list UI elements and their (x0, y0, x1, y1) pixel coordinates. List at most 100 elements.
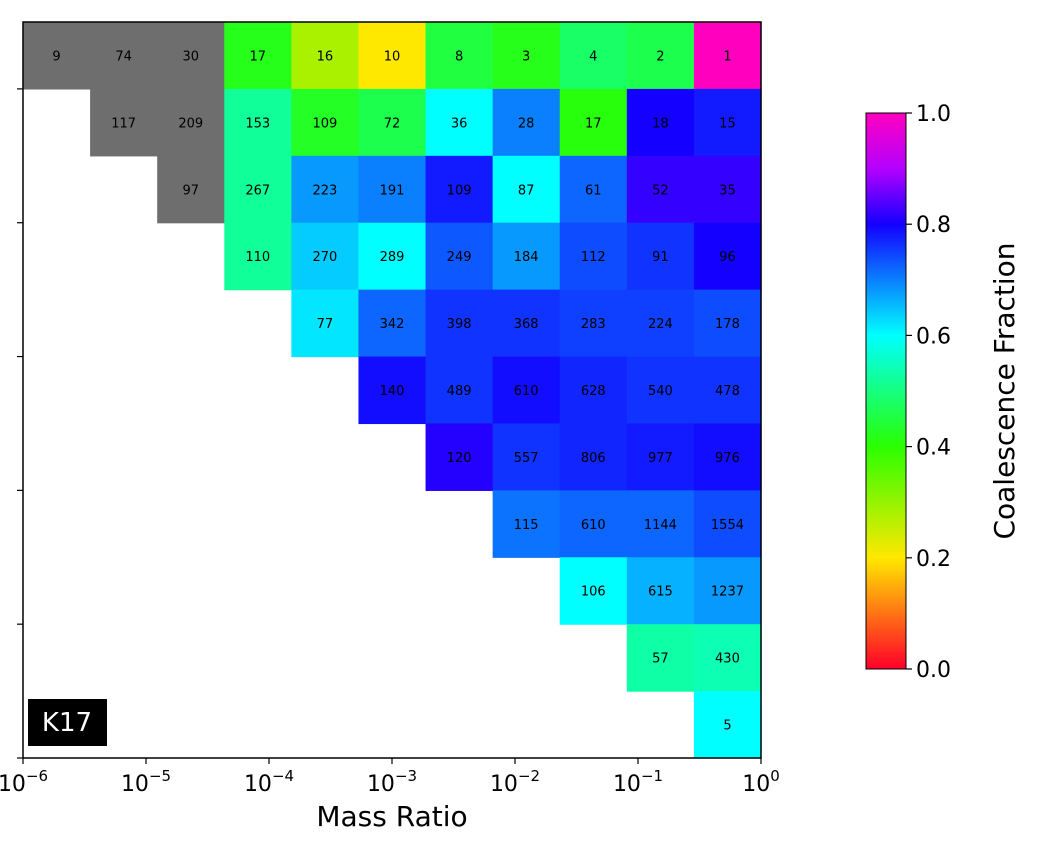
heatmap-cell (693, 222, 762, 291)
heatmap-cell (291, 222, 360, 291)
heatmap-cell (559, 222, 628, 291)
heatmap-cell (693, 289, 762, 358)
heatmap-cell (291, 289, 360, 358)
heatmap-cell (559, 155, 628, 224)
cell-count-label: 806 (581, 451, 606, 466)
heatmap-cell (157, 155, 225, 224)
heatmap-cell (559, 88, 628, 157)
panel-label-box: K17 (28, 699, 107, 746)
heatmap-cell (559, 22, 628, 90)
cell-count-label: 109 (312, 116, 337, 131)
heatmap-cell (425, 289, 494, 358)
cell-count-label: 52 (652, 183, 669, 198)
cell-count-label: 18 (652, 116, 669, 131)
cell-count-label: 224 (648, 317, 673, 332)
cell-count-label: 977 (648, 451, 673, 466)
heatmap-cell (157, 88, 225, 157)
heatmap-cell (425, 222, 494, 291)
heatmap-cell (693, 691, 762, 759)
y-axis-ticks (17, 88, 23, 759)
x-tick-label: 10−4 (244, 767, 294, 797)
heatmap-cell (693, 423, 762, 491)
cell-count-label: 30 (182, 49, 199, 64)
colorbar-tick-label: 1.0 (916, 102, 951, 127)
colorbar-ticks: 0.0 0.2 0.4 0.6 0.8 1.0 (906, 102, 951, 683)
heatmap-cell (626, 88, 695, 157)
cell-count-label: 478 (715, 384, 740, 399)
heatmap-cell (492, 22, 561, 90)
heatmap-cell (425, 88, 494, 157)
heatmap-cell (693, 490, 762, 558)
cell-count-label: 610 (581, 518, 606, 533)
cell-count-label: 140 (380, 384, 405, 399)
cell-count-label: 628 (581, 384, 606, 399)
cell-count-label: 270 (312, 250, 337, 265)
heatmap-cell (90, 88, 158, 157)
heatmap-cell (492, 423, 561, 491)
cell-count-label: 17 (250, 49, 267, 64)
cell-count-label: 112 (581, 250, 606, 265)
heatmap-cell (693, 624, 762, 692)
cell-count-label: 3 (522, 49, 530, 64)
heatmap-cell (425, 356, 494, 425)
heatmap-cell (626, 490, 695, 558)
cell-count-label: 8 (455, 49, 463, 64)
heatmap-cell (425, 155, 494, 224)
cell-count-label: 15 (719, 116, 736, 131)
cell-count-label: 117 (111, 116, 136, 131)
heatmap-cell (291, 22, 360, 90)
heatmap-cell (559, 356, 628, 425)
heatmap-cell (693, 155, 762, 224)
x-tick-label: 10−3 (367, 767, 417, 797)
heatmap-cell (693, 356, 762, 425)
heatmap-cell (358, 356, 427, 425)
heatmap-cell (224, 155, 292, 224)
heatmap-cell (358, 155, 427, 224)
cell-count-label: 153 (245, 116, 270, 131)
cell-count-label: 557 (514, 451, 539, 466)
heatmap-cell (626, 557, 695, 625)
heatmap-cell (90, 22, 158, 90)
x-tick-label: 10−2 (490, 767, 540, 797)
cell-count-label: 342 (380, 317, 405, 332)
cell-count-label: 36 (451, 116, 468, 131)
colorbar-tick-label: 0.6 (916, 324, 951, 349)
heatmap-cell (358, 289, 427, 358)
cell-count-label: 184 (514, 250, 539, 265)
colorbar-tick-label: 0.8 (916, 213, 951, 238)
cell-count-label: 283 (581, 317, 606, 332)
cell-count-label: 178 (715, 317, 740, 332)
heatmap-cell (626, 222, 695, 291)
cell-count-label: 1554 (711, 518, 744, 533)
cell-count-label: 976 (715, 451, 740, 466)
x-axis-ticks: 10−6 10−5 10−4 10−3 10−2 10−1 100 (0, 758, 780, 797)
heatmap-cell (492, 222, 561, 291)
heatmap-cell (626, 289, 695, 358)
heatmap-cell (693, 22, 762, 90)
heatmap-cell (425, 423, 494, 491)
x-tick-label: 10−5 (121, 767, 171, 797)
heatmap-cell (492, 289, 561, 358)
cell-count-label: 97 (182, 183, 199, 198)
cell-count-label: 4 (589, 49, 597, 64)
cell-count-label: 489 (447, 384, 472, 399)
heatmap-cell (358, 22, 427, 90)
cell-count-label: 615 (648, 585, 673, 600)
cell-count-label: 96 (719, 250, 736, 265)
heatmap-cell (492, 88, 561, 157)
cell-count-label: 28 (518, 116, 535, 131)
heatmap-cell (626, 624, 695, 692)
cell-count-label: 109 (447, 183, 472, 198)
heatmap-cell (23, 22, 91, 90)
cell-count-label: 61 (585, 183, 602, 198)
heatmap-cell (559, 490, 628, 558)
cell-count-label: 1 (723, 49, 731, 64)
panel-label: K17 (42, 708, 92, 738)
cell-count-label: 191 (380, 183, 405, 198)
cell-count-label: 430 (715, 652, 740, 667)
x-tick-label: 10−1 (613, 767, 663, 797)
heatmap-cell (358, 222, 427, 291)
heatmap-cell (626, 356, 695, 425)
